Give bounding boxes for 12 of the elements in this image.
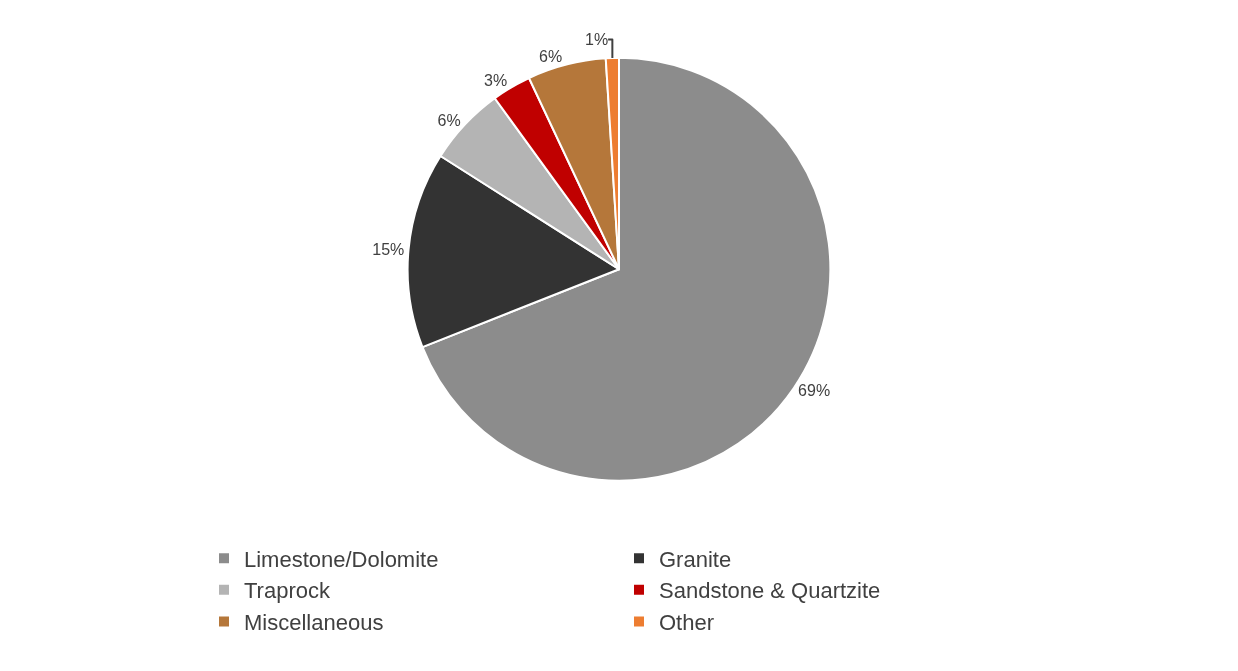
legend-label: Granite (659, 546, 732, 572)
legend-label: Other (659, 610, 715, 635)
data-label: 1% (584, 31, 609, 49)
data-label: 3% (484, 72, 508, 90)
legend-label: Traprock (244, 578, 331, 604)
data-label: 69% (798, 382, 831, 400)
legend-label: Sandstone & Quartzite (659, 578, 881, 604)
data-label: 6% (437, 112, 461, 130)
data-label: 6% (539, 48, 563, 66)
legend-label: Limestone/Dolomite (244, 546, 439, 572)
data-label: 15% (372, 240, 405, 258)
legend-label: Miscellaneous (244, 610, 384, 635)
